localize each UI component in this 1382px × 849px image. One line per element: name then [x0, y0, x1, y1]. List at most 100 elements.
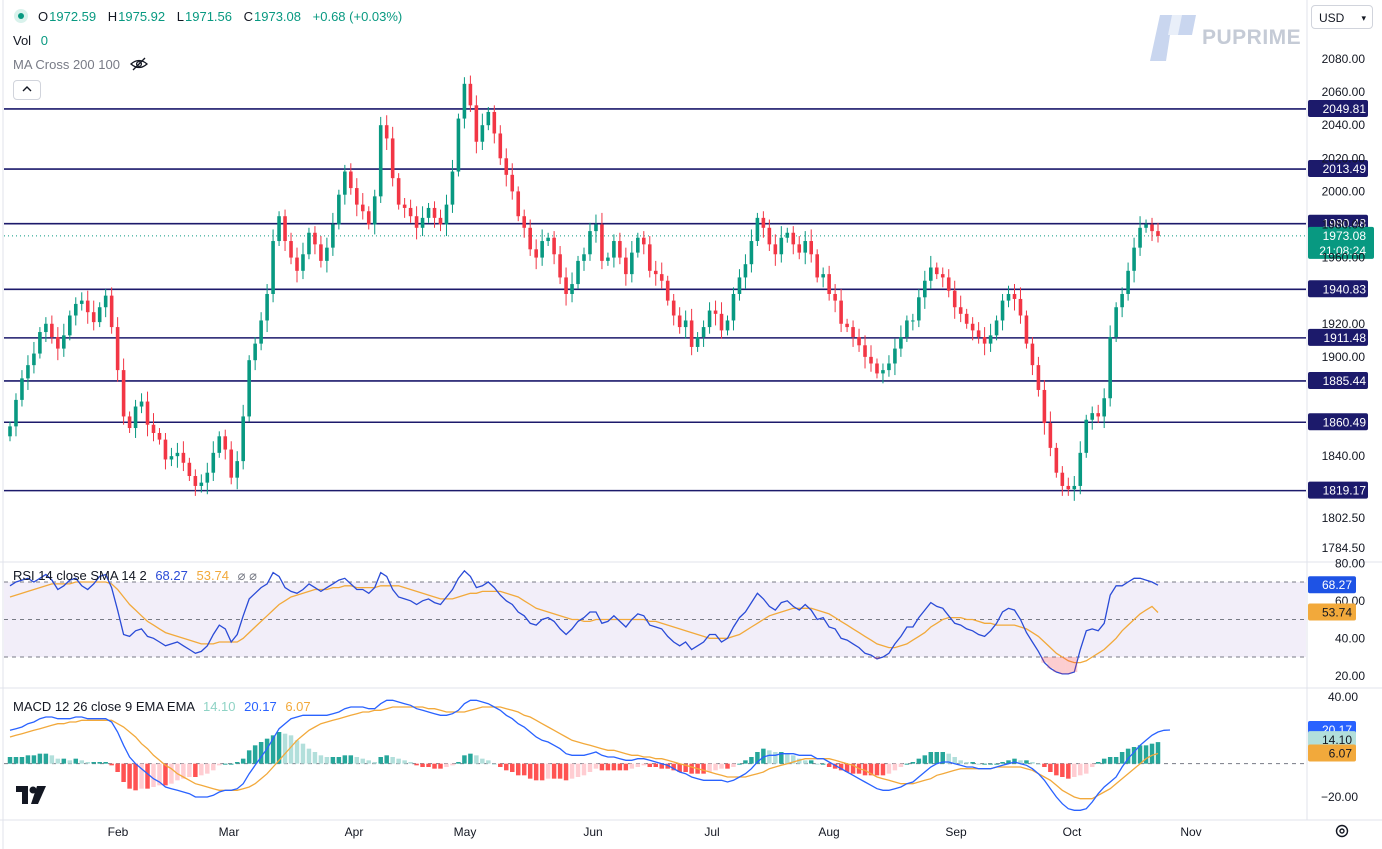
macd-histogram-bar [581, 763, 587, 776]
ma-cross-legend[interactable]: MA Cross 200 100 [13, 57, 148, 72]
macd-histogram-bar [641, 763, 647, 766]
macd-legend[interactable]: MACD 12 26 close 9 EMA EMA 14.10 20.17 6… [13, 699, 311, 714]
rsi-tick-label: 40.00 [1335, 631, 1365, 645]
macd-histogram-bar [808, 760, 814, 764]
macd-signal-line [9, 706, 1159, 800]
macd-histogram-bar [223, 763, 228, 765]
candle-body [749, 241, 754, 265]
candle-body [899, 337, 903, 349]
macd-histogram-bar [390, 757, 395, 764]
candle-body [1060, 472, 1065, 486]
candle-body [163, 439, 168, 460]
macd-histogram-bar [635, 763, 641, 767]
candle-body [271, 241, 275, 294]
countdown-label: 21:08:24 [1319, 244, 1366, 258]
tradingview-logo[interactable] [16, 786, 46, 810]
price-tick-label: 1900.00 [1322, 350, 1366, 364]
month-tick-label: May [454, 825, 477, 839]
candle-body [26, 365, 30, 379]
rsi-oversold-fill [1041, 657, 1048, 663]
chevron-down-icon: ▾ [1361, 13, 1366, 23]
macd-histogram-bar [402, 760, 407, 764]
macd-histogram-bar [187, 763, 192, 777]
candle-body [1042, 389, 1047, 424]
macd-histogram-bar [767, 750, 772, 764]
macd-histogram-bar [707, 763, 712, 772]
low-key: L [176, 9, 184, 24]
month-tick-label: Sep [945, 825, 967, 839]
rsi-legend[interactable]: RSI 14 close SMA 14 2 68.27 53.74 ⌀ ⌀ [13, 568, 257, 584]
candle-body [893, 348, 897, 364]
macd-histogram-bar [1012, 758, 1017, 764]
macd-histogram-bar [217, 763, 222, 766]
candle-body [432, 207, 437, 218]
macd-histogram-bar [611, 763, 617, 771]
price-tick-label: 1980.00 [1322, 217, 1366, 231]
macd-histogram-bar [318, 755, 324, 764]
macd-signal-tag [1308, 744, 1356, 762]
macd-histogram-bar [910, 762, 916, 764]
macd-histogram-bar [252, 745, 258, 764]
gear-icon[interactable] [1334, 823, 1350, 844]
macd-histogram-bar [593, 763, 599, 769]
candle-body [1078, 452, 1083, 486]
macd-histogram-bar [396, 758, 401, 764]
candle-body [253, 343, 257, 361]
candle-body [618, 241, 622, 258]
macd-histogram-bar [193, 763, 198, 777]
eye-off-icon[interactable] [129, 57, 148, 71]
macd-histogram-bar [617, 763, 623, 771]
rsi-line [9, 569, 1159, 675]
macd-histogram-bar [725, 763, 730, 769]
volume-legend[interactable]: Vol 0 [13, 33, 48, 48]
macd-histogram-bar [689, 763, 694, 774]
candle-body [839, 300, 843, 324]
candle-body [504, 158, 509, 175]
macd-hist-value: 14.10 [202, 699, 236, 714]
macd-histogram-bar [414, 763, 419, 766]
macd-histogram-bar [420, 763, 425, 767]
macd-histogram-bar [862, 763, 868, 776]
macd-histogram-bar [1066, 763, 1071, 779]
candle-body [982, 337, 987, 344]
candle-body [343, 171, 347, 195]
candle-body [606, 257, 610, 261]
candle-body [809, 241, 814, 255]
candle-body [905, 320, 909, 338]
candle-body [247, 360, 251, 417]
candle-body [384, 125, 389, 139]
currency-select[interactable]: USD ▾ [1311, 5, 1373, 29]
candle-body [145, 401, 150, 425]
macd-histogram-bar [1060, 763, 1065, 777]
collapse-legend-button[interactable] [13, 80, 41, 100]
candle-body [630, 252, 634, 275]
candle-body [241, 416, 245, 462]
macd-histogram-bar [121, 763, 126, 782]
candle-body [235, 461, 240, 478]
candle-body [372, 196, 377, 225]
rsi-tick-label: 80.00 [1335, 556, 1365, 570]
candle-body [600, 224, 604, 261]
close-value: 1973.08 [254, 9, 302, 24]
candle-body [259, 320, 263, 344]
macd-histogram-bar [797, 758, 802, 764]
candle-body [1072, 485, 1077, 490]
macd-histogram-bar [1078, 763, 1083, 776]
candle-body [456, 118, 461, 172]
macd-histogram-bar [205, 763, 210, 774]
candle-body [115, 327, 120, 371]
month-tick-label: Mar [219, 825, 240, 839]
macd-histogram-bar [13, 757, 19, 764]
macd-histogram-bar [199, 763, 204, 776]
candle-body [791, 232, 796, 245]
level-price-label: 2049.81 [1323, 102, 1367, 116]
macd-histogram-bar [480, 758, 485, 764]
candle-body [1114, 307, 1118, 338]
macd-histogram-bar [779, 752, 784, 764]
macd-histogram-bar [719, 763, 724, 769]
candle-body [360, 204, 365, 212]
brand-name: PUPRIME [1202, 26, 1302, 49]
